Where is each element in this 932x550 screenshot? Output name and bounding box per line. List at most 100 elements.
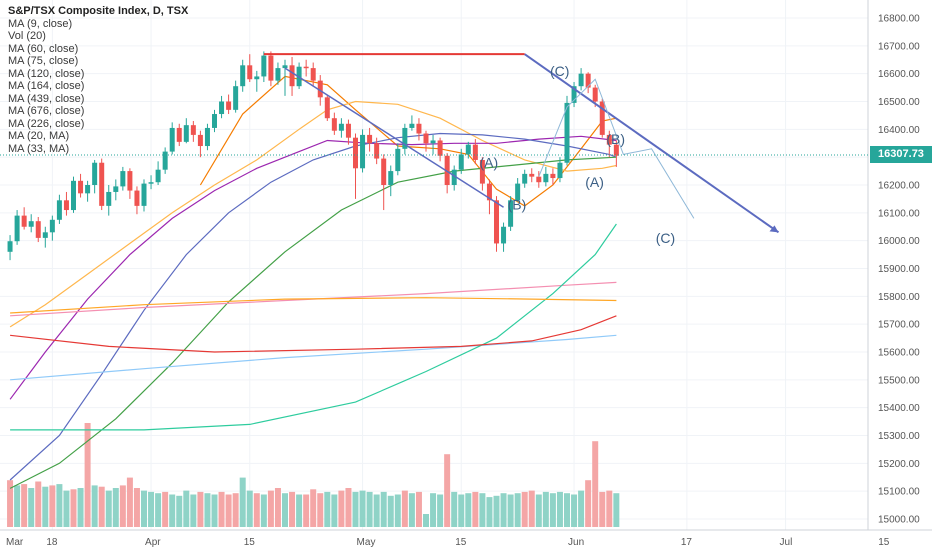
candle-body [183, 125, 189, 142]
candle-body [155, 169, 161, 183]
volume-bar [176, 495, 183, 527]
candle-body [204, 127, 210, 147]
volume-bar [232, 493, 239, 527]
volume-bar [289, 491, 296, 527]
candle-body [395, 148, 401, 172]
candle-body [56, 200, 62, 220]
candle-body [402, 127, 408, 149]
candle-body [28, 221, 34, 227]
candle-body [219, 101, 225, 115]
candle-body [465, 144, 471, 155]
candle-body [113, 186, 119, 192]
candle-body [409, 123, 415, 128]
candle-body [148, 182, 154, 184]
legend: S&P/TSX Composite Index, D, TSX MA (9, c… [8, 5, 188, 155]
candle-body [374, 143, 380, 159]
candle-body [515, 183, 521, 201]
candle-body [458, 154, 464, 170]
candle-body [388, 171, 394, 185]
candle-body [486, 183, 492, 201]
volume-bar [444, 454, 451, 527]
volume-bar [387, 495, 394, 527]
candle-body [592, 87, 598, 102]
candle-body [360, 134, 366, 169]
volume-bar [606, 490, 613, 527]
candle-body [226, 101, 232, 110]
volume-bar [352, 491, 359, 527]
candle-body [529, 173, 535, 177]
x-tick-label: May [357, 537, 376, 548]
candle-body [423, 133, 429, 144]
candle-body [606, 134, 612, 145]
x-tick-label: Jun [568, 537, 584, 548]
volume-bar [77, 488, 84, 527]
volume-bar [49, 485, 56, 527]
x-tick-label: 15 [878, 537, 890, 548]
volume-bar [437, 494, 444, 527]
candle-body [522, 173, 528, 184]
candle-body [303, 66, 309, 69]
candle-body [99, 162, 105, 206]
volume-bar [28, 488, 35, 527]
volume-bar [35, 481, 42, 527]
candle-body [345, 123, 351, 138]
x-tick-label: Jul [780, 537, 793, 548]
volume-bar [493, 495, 500, 527]
candle-body [106, 191, 112, 206]
y-tick-label: 15000.00 [878, 515, 920, 526]
trend-arrowhead [769, 225, 779, 233]
volume-bar [105, 490, 112, 527]
volume-bar [521, 491, 528, 527]
candle-body [275, 68, 281, 81]
volume-bar [197, 491, 204, 527]
volume-bar [246, 490, 253, 527]
candle-body [564, 102, 570, 163]
volume-bar [274, 488, 281, 527]
volume-bar [599, 491, 606, 527]
volume-bar [148, 491, 155, 527]
candle-body [444, 155, 450, 185]
volume-bar [549, 493, 556, 527]
candle-body [162, 151, 168, 170]
candle-body [42, 232, 48, 238]
volume-bar [458, 494, 465, 527]
volume-bar [585, 480, 592, 527]
volume-bar [162, 491, 169, 527]
y-tick-label: 15200.00 [878, 459, 920, 470]
candle-body [437, 140, 443, 156]
trend-line-down [284, 67, 504, 208]
ma-line [9, 156, 617, 489]
y-tick-label: 16400.00 [878, 125, 920, 136]
volume-bar [190, 494, 197, 527]
volume-bar [303, 494, 310, 527]
candle-body [212, 114, 217, 128]
candle-body [71, 180, 76, 211]
volume-bar [380, 491, 387, 527]
candle-body [190, 125, 196, 135]
candle-body [134, 190, 140, 206]
y-tick-label: 16200.00 [878, 181, 920, 192]
volume-bar [112, 488, 119, 527]
y-tick-label: 16000.00 [878, 236, 920, 247]
candle-body [353, 137, 358, 169]
y-tick-label: 15900.00 [878, 264, 920, 275]
candle-body [585, 73, 591, 88]
legend-line: MA (75, close) [8, 55, 79, 67]
volume-bar [451, 491, 458, 527]
volume-bar [331, 494, 338, 527]
volume-bar [70, 489, 77, 527]
volume-bar [84, 423, 91, 527]
candle-body [176, 127, 182, 142]
candle-body [247, 65, 253, 80]
volume-bar [296, 494, 303, 527]
candle-body [14, 215, 20, 242]
candle-body [599, 101, 605, 135]
volume-bar [401, 490, 408, 527]
legend-line: MA (9, close) [8, 17, 73, 30]
volume-bar [423, 514, 429, 527]
y-tick-label: 15100.00 [878, 487, 920, 498]
ma-line [10, 281, 617, 317]
wave-label: (A) [585, 174, 604, 190]
legend-line: MA (33, MA) [8, 142, 70, 155]
